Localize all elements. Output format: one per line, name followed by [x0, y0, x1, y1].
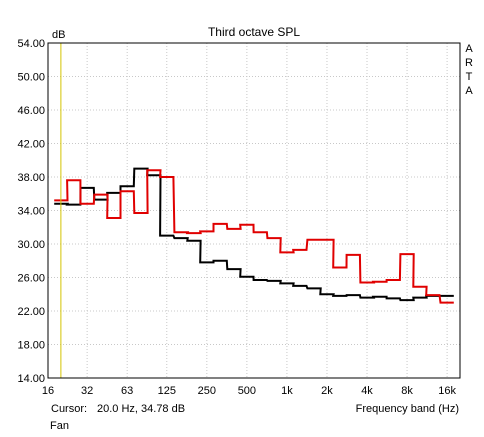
footer-label: Fan	[50, 420, 69, 432]
y-tick-label: 46.00	[17, 105, 45, 117]
x-axis-label: Frequency band (Hz)	[355, 403, 459, 415]
brand-letter: T	[466, 71, 473, 83]
cursor-label: Cursor:	[51, 403, 88, 415]
x-tick-label: 125	[158, 385, 176, 397]
brand-letter: A	[465, 85, 473, 97]
y-tick-label: 42.00	[17, 139, 45, 151]
y-tick-label: 22.00	[17, 306, 45, 318]
x-tick-label: 2k	[321, 385, 333, 397]
x-tick-label: 1k	[281, 385, 293, 397]
y-tick-label: 30.00	[17, 239, 45, 251]
cursor-readout: 20.0 Hz, 34.78 dB	[97, 403, 186, 415]
plot-background	[48, 43, 460, 378]
x-tick-label: 63	[121, 385, 133, 397]
plot-frame	[47, 42, 461, 379]
x-tick-label: 16k	[438, 385, 456, 397]
series-layer	[54, 167, 454, 304]
y-tick-labels: 14.00 18.00 22.00 26.00 30.00 34.00 38.00 42.00…	[17, 38, 45, 385]
x-tick-label: 500	[238, 385, 256, 397]
series-1-line	[54, 167, 454, 302]
x-tick-label: 250	[198, 385, 216, 397]
x-tick-label: 16	[42, 385, 54, 397]
x-tick-label: 4k	[361, 385, 373, 397]
chart-title: Third octave SPL	[208, 25, 300, 39]
y-tick-label: 14.00	[17, 373, 45, 385]
y-tick-label: 18.00	[17, 340, 45, 352]
x-tick-label: 32	[81, 385, 93, 397]
series-2-line	[54, 169, 454, 304]
y-axis-label: dB	[52, 29, 65, 41]
y-tick-label: 54.00	[17, 38, 45, 50]
y-tick-label: 38.00	[17, 172, 45, 184]
x-tick-label: 8k	[401, 385, 413, 397]
y-tick-label: 50.00	[17, 72, 45, 84]
y-tick-label: 34.00	[17, 206, 45, 218]
y-tick-label: 26.00	[17, 273, 45, 285]
x-tick-labels: 16 32 63 125 250 500 1k 2k 4k 8k 16k	[42, 385, 457, 397]
brand-letter: R	[465, 57, 473, 69]
brand-letter: A	[465, 43, 473, 55]
